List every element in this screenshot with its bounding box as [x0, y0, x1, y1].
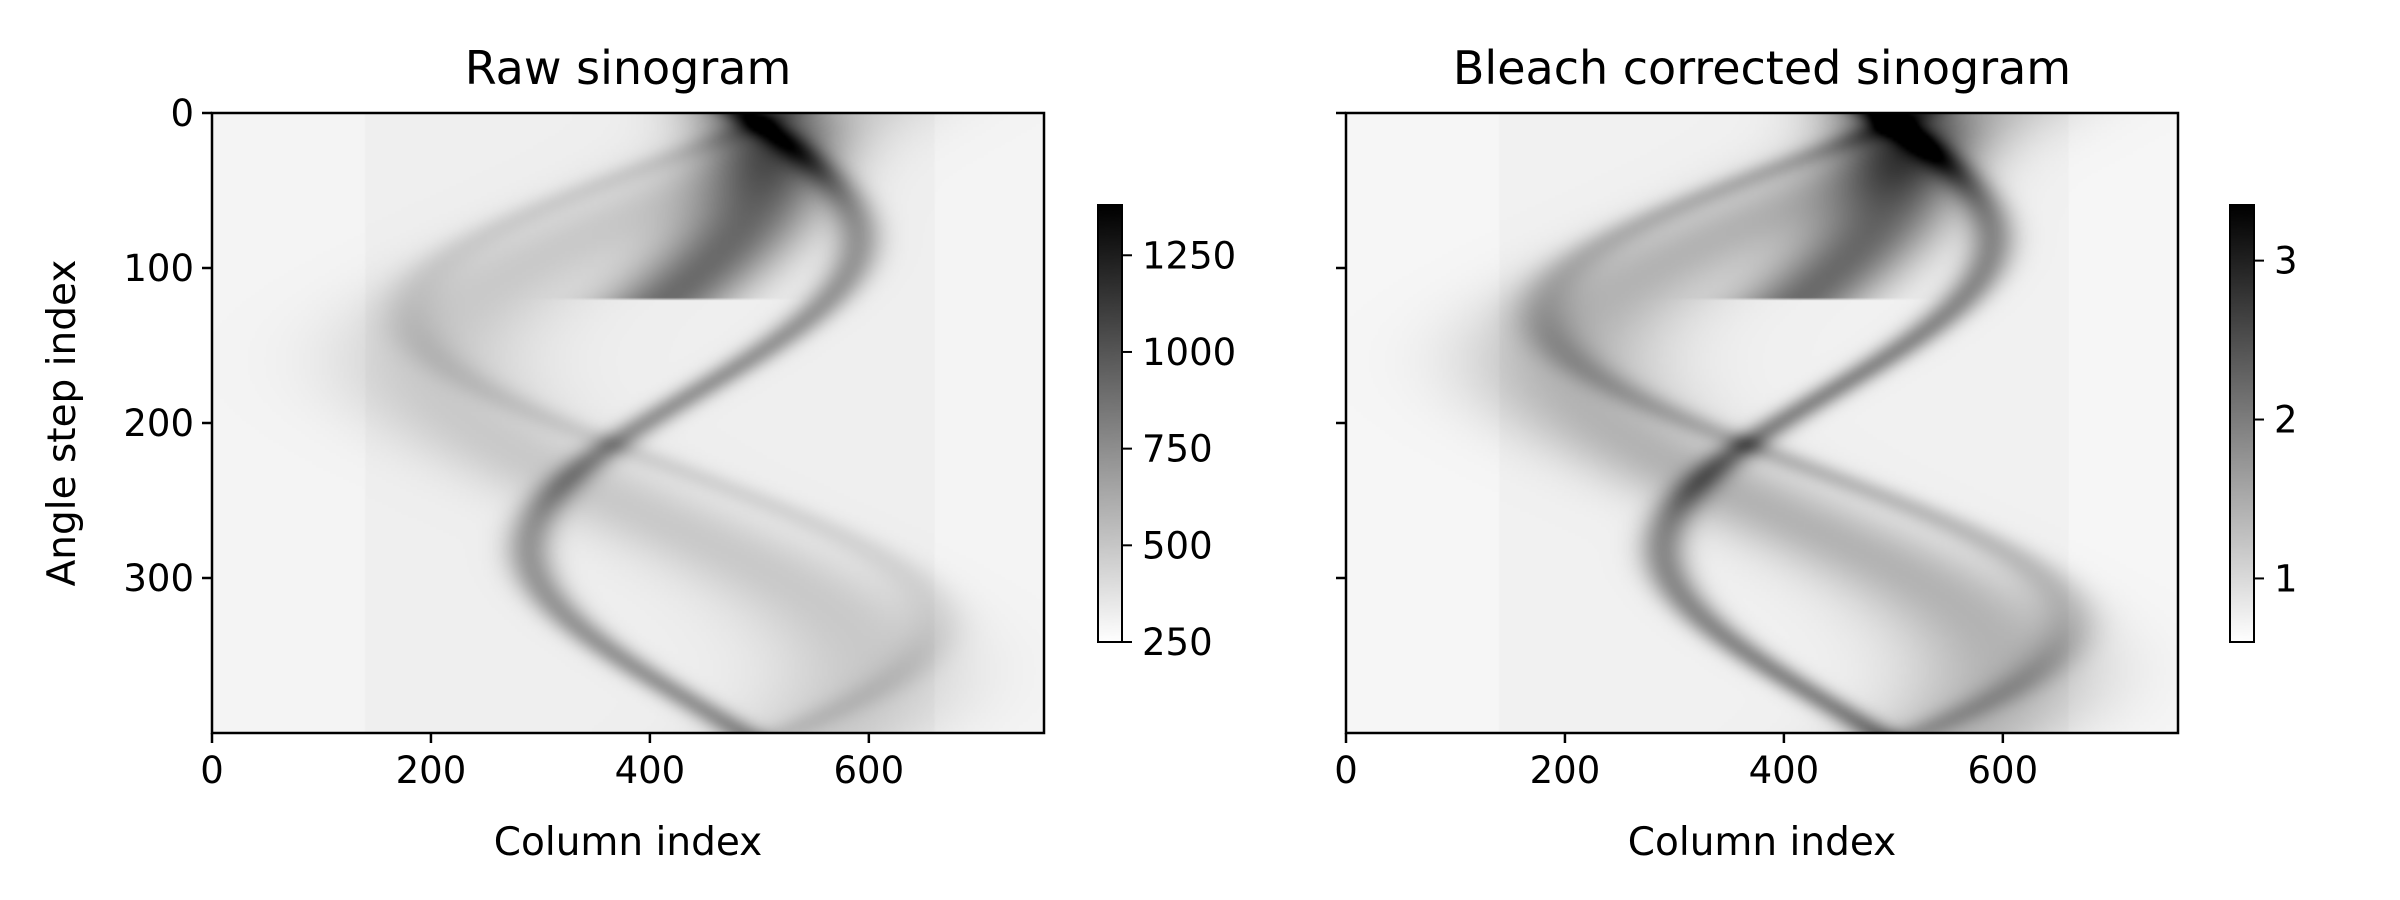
bleach-corrected-y-ticks [1336, 111, 1346, 580]
bleach-corrected-colorbar-frame [2229, 204, 2255, 643]
raw-sinogram-colorbar-ticks: 250 500 750 1000 1250 [1122, 234, 1236, 664]
x-tick-label: 200 [396, 749, 467, 792]
colorbar-tick-label: 3 [2274, 240, 2298, 283]
raw-sinogram-x-ticks: 0 200 400 600 [200, 733, 904, 792]
raw-sinogram-panel: Raw sinogram 0 200 400 600 0 100 200 300 Colum… [40, 41, 1236, 865]
x-tick-label: 600 [1968, 749, 2039, 792]
colorbar-tick-label: 500 [1142, 524, 1213, 567]
x-tick-label: 0 [200, 749, 224, 792]
y-tick-label: 200 [123, 402, 194, 445]
bleach-corrected-colorbar-ticks: 1 2 3 [2254, 240, 2298, 600]
bleach-corrected-panel: Bleach corrected sinogram 0 200 400 600 Col… [1334, 41, 2297, 865]
y-tick-label: 100 [123, 247, 194, 290]
colorbar-tick-label: 1 [2274, 557, 2298, 600]
colorbar-tick-label: 750 [1142, 428, 1213, 471]
bleach-corrected-image [1346, 113, 2178, 733]
raw-sinogram-y-ticks: 0 100 200 300 [123, 92, 212, 600]
bleach-corrected-title: Bleach corrected sinogram [1453, 41, 2071, 95]
raw-sinogram-x-label: Column index [494, 820, 762, 865]
colorbar-tick-label: 250 [1142, 621, 1213, 664]
raw-sinogram-y-label: Angle step index [40, 260, 85, 587]
bleach-corrected-colorbar [2230, 205, 2254, 642]
x-tick-label: 400 [615, 749, 686, 792]
y-tick-label: 0 [170, 92, 194, 135]
x-tick-label: 400 [1749, 749, 1820, 792]
x-tick-label: 200 [1530, 749, 1601, 792]
x-tick-label: 600 [834, 749, 905, 792]
raw-sinogram-image [212, 113, 1044, 733]
colorbar-tick-label: 2 [2274, 399, 2298, 442]
bleach-corrected-x-ticks: 0 200 400 600 [1334, 733, 2038, 792]
bleach-corrected-x-label: Column index [1628, 820, 1896, 865]
raw-sinogram-colorbar [1098, 205, 1122, 642]
y-tick-label: 300 [123, 557, 194, 600]
colorbar-tick-label: 1250 [1142, 234, 1236, 277]
raw-sinogram-title: Raw sinogram [465, 41, 792, 95]
x-tick-label: 0 [1334, 749, 1358, 792]
colorbar-tick-label: 1000 [1142, 331, 1236, 374]
raw-sinogram-colorbar-frame [1097, 204, 1123, 643]
